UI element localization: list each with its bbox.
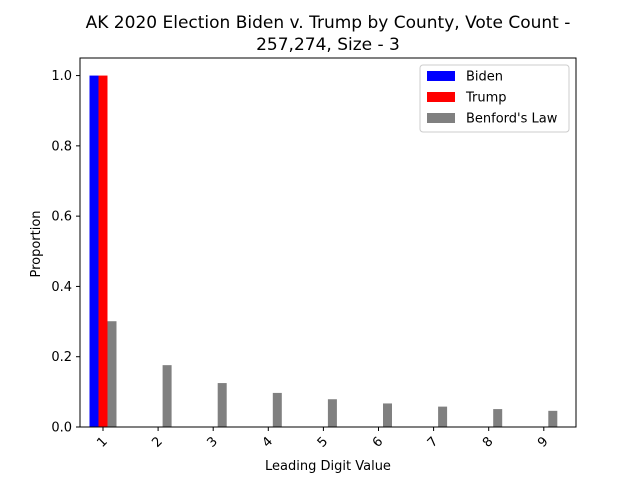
legend-label-biden: Biden	[466, 70, 503, 85]
bar-benford-s-law-4	[272, 392, 282, 427]
x-tick-label-9: 9	[535, 434, 551, 450]
x-tick-label-8: 8	[480, 434, 496, 450]
legend-label-benford-s-law: Benford's Law	[466, 112, 558, 127]
bar-benford-s-law-5	[327, 399, 337, 427]
bar-benford-s-law-8	[493, 409, 503, 427]
y-tick-label-0.2: 0.2	[51, 350, 72, 365]
y-axis-label: Proportion	[29, 210, 44, 277]
x-tick-label-7: 7	[425, 434, 441, 450]
legend-label-trump: Trump	[465, 91, 507, 106]
x-axis-label: Leading Digit Value	[265, 459, 391, 474]
y-tick-label-0.6: 0.6	[51, 210, 72, 225]
x-tick-label-4: 4	[260, 434, 276, 450]
x-tick-label-5: 5	[315, 434, 331, 450]
legend-swatch-biden	[427, 71, 455, 81]
y-tick-label-1.0: 1.0	[51, 69, 72, 84]
bar-benford-s-law-6	[383, 403, 392, 427]
chart-title-line-1: AK 2020 Election Biden v. Trump by Count…	[86, 13, 571, 33]
bar-benford-s-law-1	[107, 321, 117, 427]
bar-biden-1	[89, 75, 99, 427]
bar-benford-s-law-3	[217, 383, 227, 427]
y-tick-label-0.0: 0.0	[51, 421, 72, 436]
legend-swatch-trump	[427, 92, 455, 102]
chart-title-line-2: 257,274, Size - 3	[256, 35, 400, 55]
bar-benford-s-law-7	[438, 406, 448, 427]
plot-frame	[79, 57, 577, 428]
y-tick-label-0.4: 0.4	[51, 280, 72, 295]
legend-box	[419, 64, 570, 133]
y-tick-label-0.8: 0.8	[51, 139, 72, 154]
bar-benford-s-law-2	[162, 365, 172, 427]
x-tick-label-6: 6	[370, 434, 386, 450]
x-tick-label-3: 3	[204, 434, 220, 450]
legend-swatch-benford-s-law	[427, 113, 455, 123]
bar-trump-1	[98, 75, 108, 427]
x-tick-label-2: 2	[149, 434, 165, 450]
x-tick-label-1: 1	[94, 434, 110, 450]
bar-benford-s-law-9	[548, 410, 558, 427]
legend: Biden Trump Benford's Law	[419, 64, 570, 133]
